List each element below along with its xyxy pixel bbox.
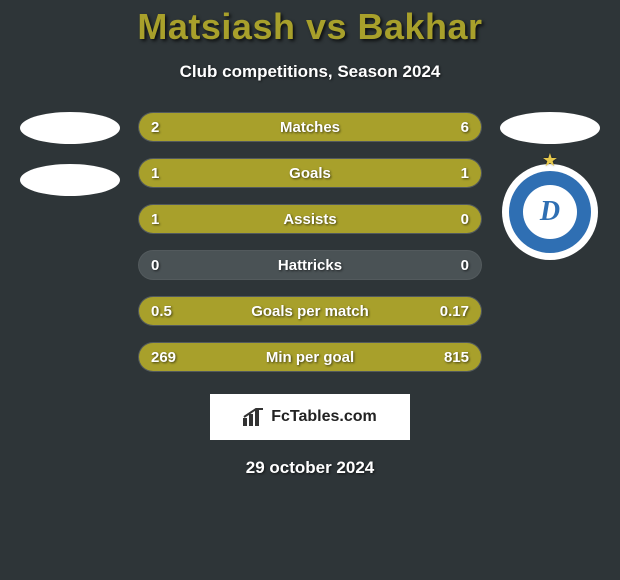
player-slot bbox=[20, 112, 120, 144]
left-column bbox=[20, 112, 120, 196]
stat-label: Assists bbox=[139, 205, 481, 233]
stat-row: 269815Min per goal bbox=[138, 342, 482, 372]
stat-row: 0.50.17Goals per match bbox=[138, 296, 482, 326]
comparison-infographic: Matsiash vs Bakhar Club competitions, Se… bbox=[0, 0, 620, 580]
stat-label: Hattricks bbox=[139, 251, 481, 279]
page-subtitle: Club competitions, Season 2024 bbox=[0, 62, 620, 82]
stat-label: Goals per match bbox=[139, 297, 481, 325]
stat-row: 00Hattricks bbox=[138, 250, 482, 280]
watermark: FcTables.com bbox=[210, 394, 410, 440]
player-slot bbox=[20, 164, 120, 196]
club-crest: ★D bbox=[502, 164, 598, 260]
stat-label: Matches bbox=[139, 113, 481, 141]
watermark-icon bbox=[243, 408, 265, 426]
stat-label: Min per goal bbox=[139, 343, 481, 371]
stat-bars: 26Matches 11Goals 10Assists 00Hattricks 0.50… bbox=[138, 112, 482, 372]
stat-label: Goals bbox=[139, 159, 481, 187]
watermark-text: FcTables.com bbox=[271, 408, 377, 426]
body-row: 26Matches 11Goals 10Assists 00Hattricks 0.50… bbox=[0, 112, 620, 372]
page-title: Matsiash vs Bakhar bbox=[0, 6, 620, 48]
right-column: ★D bbox=[500, 112, 600, 260]
stat-row: 10Assists bbox=[138, 204, 482, 234]
crest-star-icon: ★ bbox=[542, 150, 558, 171]
player-slot bbox=[500, 112, 600, 144]
stat-row: 26Matches bbox=[138, 112, 482, 142]
stat-row: 11Goals bbox=[138, 158, 482, 188]
footer-date: 29 october 2024 bbox=[0, 458, 620, 478]
